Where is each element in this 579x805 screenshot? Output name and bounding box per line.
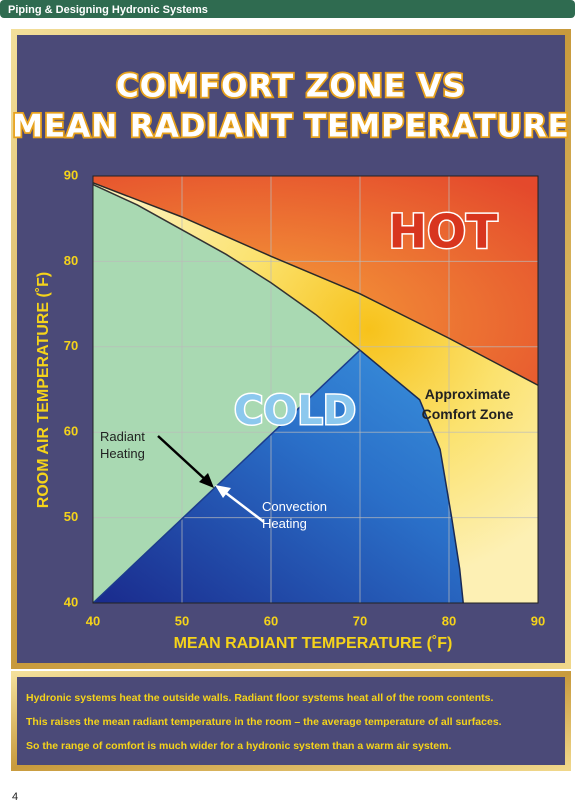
x-tick-label: 60	[264, 613, 278, 628]
annotation: Convection Heating	[262, 499, 328, 531]
hot-region	[93, 176, 538, 386]
chart-title: COMFORT ZONE VS	[116, 69, 466, 105]
comfort-label-box: Approximate Comfort Zone	[421, 386, 514, 422]
cold-convection-region	[93, 350, 464, 603]
boundary-line	[92, 349, 361, 604]
boundary-line	[359, 349, 464, 604]
caption-line: Hydronic systems heat the outside walls.…	[26, 692, 493, 704]
annotation: Radiant Heating	[100, 429, 145, 461]
caption-box	[11, 671, 571, 771]
y-tick-label: 70	[64, 338, 78, 353]
header-title: Piping & Designing Hydronic Systems	[8, 4, 208, 16]
plot-area: 40 50 60 70 80 90 40 50 60 70 80 90	[64, 167, 545, 628]
y-tick-label: 90	[64, 167, 78, 182]
arrow-head	[215, 485, 231, 498]
page-number: 4	[12, 791, 18, 803]
arrow-head	[199, 473, 214, 488]
region-label: Approximate Comfort Zone	[421, 386, 514, 422]
convection-box: Convection Heating	[262, 499, 328, 531]
plot-border	[92, 175, 539, 604]
y-tick-label: 50	[64, 509, 78, 524]
y-tick-label: 40	[64, 594, 78, 609]
x-tick-label: 70	[353, 613, 367, 628]
chart-title: MEAN RADIANT TEMPERATURE	[12, 109, 570, 145]
x-tick-label: 80	[442, 613, 456, 628]
y-axis-label: ROOM AIR TEMPERATURE (˚F)	[35, 272, 52, 508]
y-tick-label: 60	[64, 424, 78, 439]
radiant-box: Radiant Heating	[100, 429, 145, 461]
boundary-line	[92, 183, 361, 351]
header-bar	[0, 0, 575, 18]
caption-line: So the range of comfort is much wider fo…	[26, 740, 451, 752]
region-label: HOT	[389, 205, 499, 259]
x-tick-label: 50	[175, 613, 189, 628]
boundary-line	[92, 182, 539, 386]
radiant-arrow	[157, 435, 209, 483]
region-label: COLD	[234, 388, 356, 434]
x-axis-label: MEAN RADIANT TEMPERATURE (˚F)	[174, 635, 453, 652]
x-tick-label: 40	[86, 613, 100, 628]
x-tick-label: 90	[531, 613, 545, 628]
y-tick-label: 80	[64, 253, 78, 268]
caption-line: This raises the mean radiant temperature…	[26, 716, 502, 728]
cold-radiant-region	[93, 184, 360, 604]
convection-arrow	[221, 489, 265, 523]
